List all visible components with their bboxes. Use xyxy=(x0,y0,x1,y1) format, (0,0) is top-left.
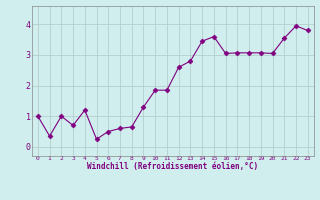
X-axis label: Windchill (Refroidissement éolien,°C): Windchill (Refroidissement éolien,°C) xyxy=(87,162,258,171)
